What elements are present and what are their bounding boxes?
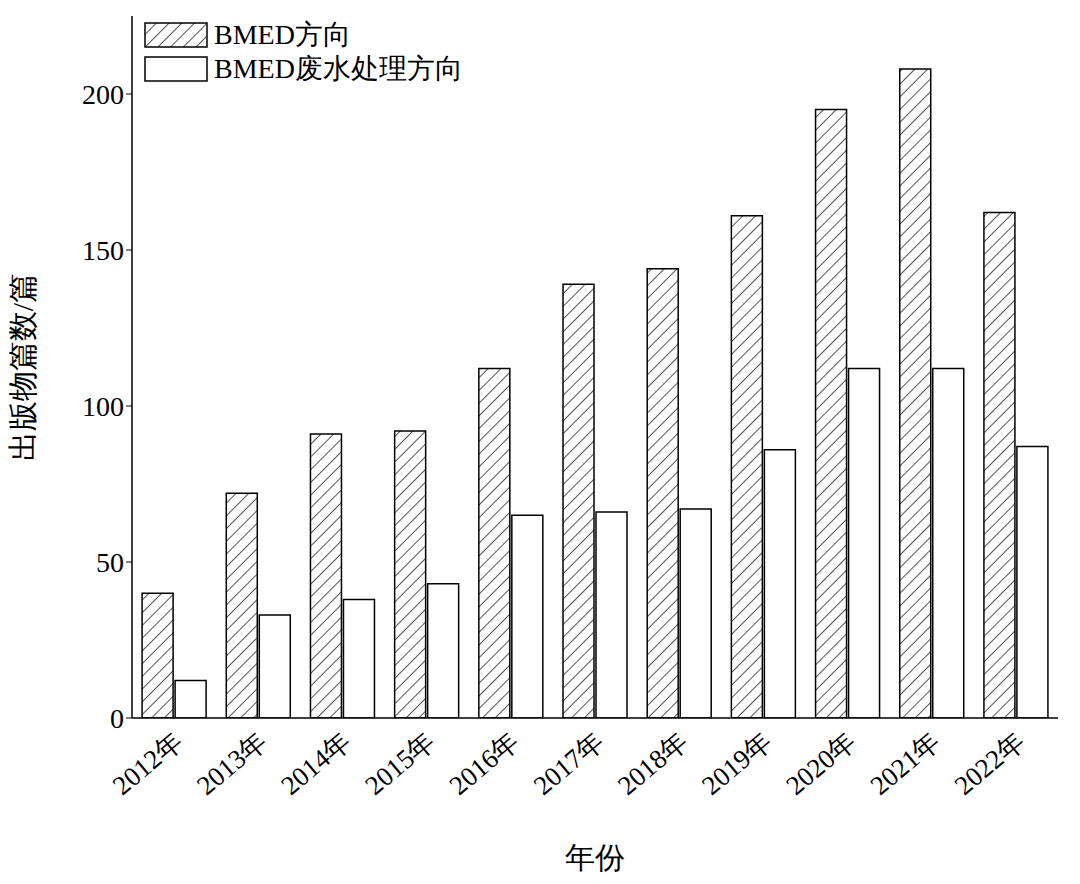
svg-text:150: 150 [82,235,124,266]
svg-text:2016年: 2016年 [444,726,525,801]
svg-text:100: 100 [82,391,124,422]
svg-text:年份: 年份 [565,841,625,874]
html-text:BMED方向: BMED方向 [214,19,351,50]
svg-text:2017年: 2017年 [528,726,609,801]
svg-text:2022年: 2022年 [949,726,1030,801]
svg-text:2014年: 2014年 [275,726,356,801]
svg-text:2012年: 2012年 [107,726,188,801]
svg-text:2015年: 2015年 [359,726,440,801]
svg-text:200: 200 [82,79,124,110]
html-text:BMED废水处理方向: BMED废水处理方向 [214,53,463,84]
svg-text:出版物篇数/篇: 出版物篇数/篇 [8,273,39,461]
svg-text:0: 0 [110,703,124,734]
svg-text:2013年: 2013年 [191,726,272,801]
svg-text:2021年: 2021年 [865,726,946,801]
svg-text:2018年: 2018年 [612,726,693,801]
svg-text:50: 50 [96,547,124,578]
svg-text:2019年: 2019年 [696,726,777,801]
svg-text:2020年: 2020年 [780,726,861,801]
